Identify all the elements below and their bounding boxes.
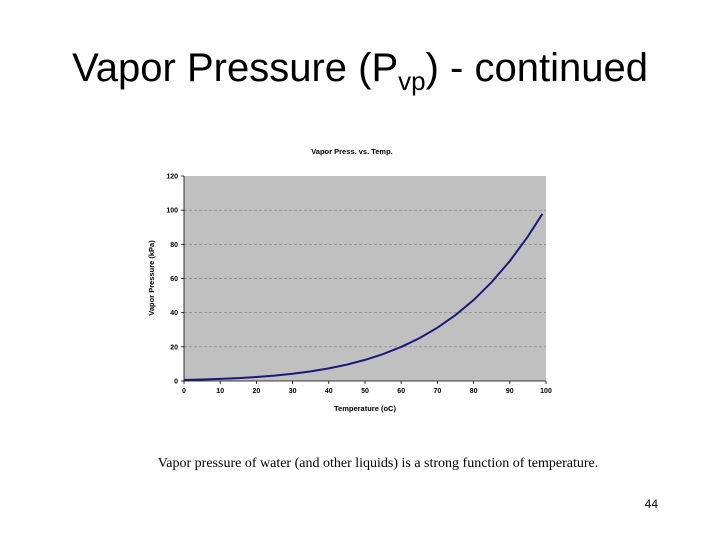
grid-lines xyxy=(184,209,546,348)
x-tick-label: 40 xyxy=(325,388,333,395)
y-tick-label: 20 xyxy=(170,344,178,351)
y-tick-label: 0 xyxy=(174,379,178,386)
y-axis-label: Vapor Pressure (kPa) xyxy=(147,240,156,316)
y-tick-label: 120 xyxy=(166,174,178,181)
x-tick-label: 10 xyxy=(216,388,224,395)
chart-svg: Vapor Press. vs. Temp. 0 10 20 30 40 50 60 70 80… xyxy=(147,147,552,413)
y-tick-label: 40 xyxy=(170,310,178,317)
vapor-pressure-chart: Vapor Press. vs. Temp. 0 10 20 30 40 50 60 70 80… xyxy=(140,140,570,420)
slide-title: Vapor Pressure (Pvp) - continued xyxy=(0,46,720,97)
vapor-pressure-curve xyxy=(183,213,544,381)
x-axis-ticks: 0 10 20 30 40 50 60 70 80 90 100 xyxy=(182,381,552,395)
x-tick-label: 30 xyxy=(289,388,297,395)
page-number: 44 xyxy=(644,497,658,511)
x-axis-label: Temperature (oC) xyxy=(334,404,396,413)
y-tick-label: 100 xyxy=(166,208,178,215)
x-tick-label: 60 xyxy=(397,388,405,395)
x-tick-label: 20 xyxy=(253,388,261,395)
x-tick-label: 80 xyxy=(470,388,478,395)
slide-title-subscript: vp xyxy=(398,66,426,96)
x-tick-label: 90 xyxy=(506,388,514,395)
slide-title-main: Vapor Pressure (P xyxy=(72,46,399,90)
x-tick-label: 70 xyxy=(434,388,442,395)
x-tick-label: 50 xyxy=(361,388,369,395)
y-tick-label: 80 xyxy=(170,242,178,249)
caption: Vapor pressure of water (and other liqui… xyxy=(157,456,599,471)
chart-title: Vapor Press. vs. Temp. xyxy=(311,147,393,156)
x-tick-label: 0 xyxy=(182,388,186,395)
y-axis-ticks: 0 20 40 60 80 100 120 xyxy=(166,174,184,386)
y-tick-label: 60 xyxy=(170,276,178,283)
x-tick-label: 100 xyxy=(540,388,552,395)
slide-title-tail: ) - continued xyxy=(425,46,648,90)
